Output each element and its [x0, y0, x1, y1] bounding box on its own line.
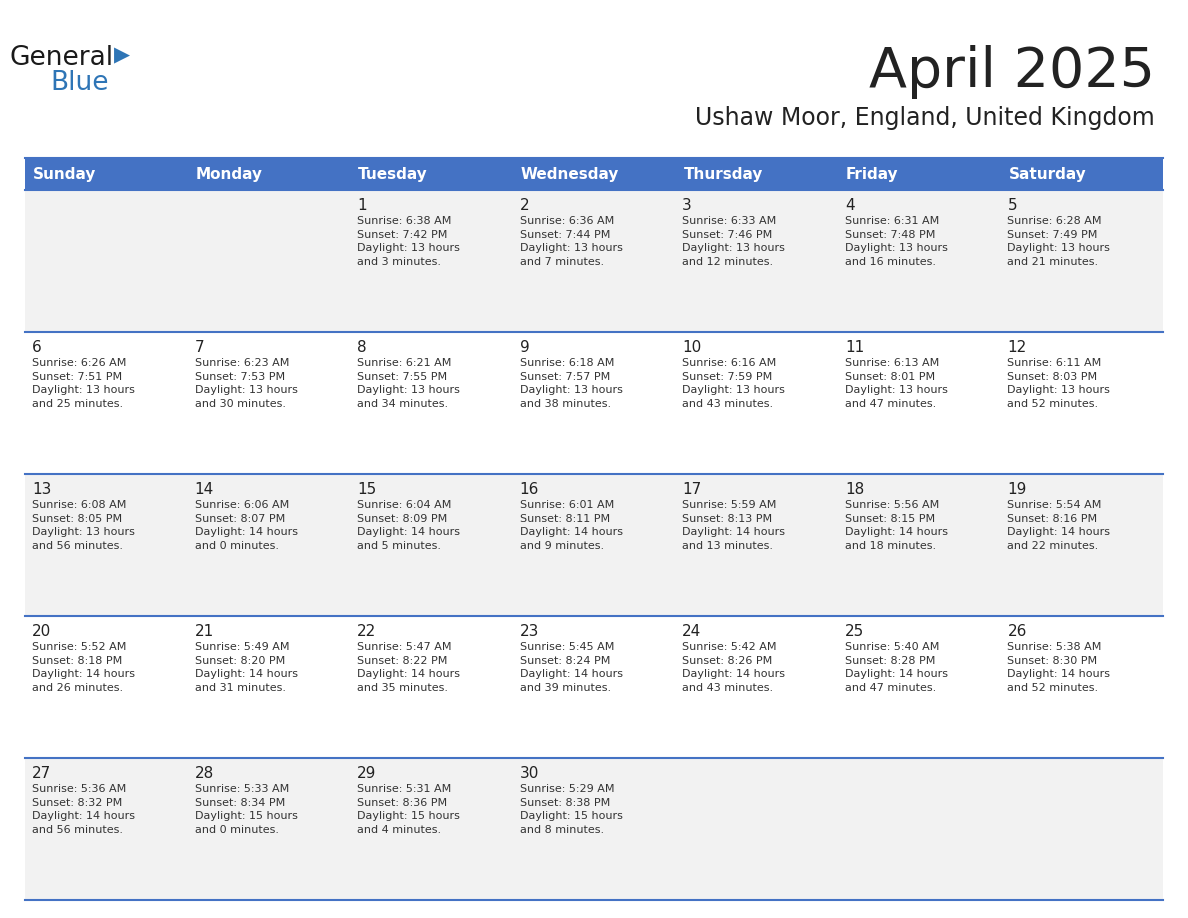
- Text: Sunrise: 6:33 AM
Sunset: 7:46 PM
Daylight: 13 hours
and 12 minutes.: Sunrise: 6:33 AM Sunset: 7:46 PM Dayligh…: [682, 216, 785, 267]
- Text: 16: 16: [519, 482, 539, 497]
- Text: 4: 4: [845, 198, 854, 213]
- Text: Sunrise: 5:59 AM
Sunset: 8:13 PM
Daylight: 14 hours
and 13 minutes.: Sunrise: 5:59 AM Sunset: 8:13 PM Dayligh…: [682, 500, 785, 551]
- Text: Sunrise: 6:31 AM
Sunset: 7:48 PM
Daylight: 13 hours
and 16 minutes.: Sunrise: 6:31 AM Sunset: 7:48 PM Dayligh…: [845, 216, 948, 267]
- Text: 18: 18: [845, 482, 864, 497]
- Text: Tuesday: Tuesday: [359, 166, 428, 182]
- Text: ▶: ▶: [114, 45, 129, 65]
- Text: 6: 6: [32, 340, 42, 355]
- Bar: [25, 474, 1163, 616]
- Text: 23: 23: [519, 624, 539, 639]
- Text: Sunrise: 5:36 AM
Sunset: 8:32 PM
Daylight: 14 hours
and 56 minutes.: Sunrise: 5:36 AM Sunset: 8:32 PM Dayligh…: [32, 784, 135, 834]
- Text: 28: 28: [195, 766, 214, 781]
- Text: Sunrise: 5:33 AM
Sunset: 8:34 PM
Daylight: 15 hours
and 0 minutes.: Sunrise: 5:33 AM Sunset: 8:34 PM Dayligh…: [195, 784, 297, 834]
- Text: Sunrise: 5:45 AM
Sunset: 8:24 PM
Daylight: 14 hours
and 39 minutes.: Sunrise: 5:45 AM Sunset: 8:24 PM Dayligh…: [519, 642, 623, 693]
- Text: 10: 10: [682, 340, 702, 355]
- Text: Sunrise: 6:38 AM
Sunset: 7:42 PM
Daylight: 13 hours
and 3 minutes.: Sunrise: 6:38 AM Sunset: 7:42 PM Dayligh…: [358, 216, 460, 267]
- Text: 22: 22: [358, 624, 377, 639]
- Text: 5: 5: [1007, 198, 1017, 213]
- Text: 19: 19: [1007, 482, 1026, 497]
- Text: 9: 9: [519, 340, 530, 355]
- Text: Sunrise: 5:40 AM
Sunset: 8:28 PM
Daylight: 14 hours
and 47 minutes.: Sunrise: 5:40 AM Sunset: 8:28 PM Dayligh…: [845, 642, 948, 693]
- Text: Sunrise: 6:04 AM
Sunset: 8:09 PM
Daylight: 14 hours
and 5 minutes.: Sunrise: 6:04 AM Sunset: 8:09 PM Dayligh…: [358, 500, 460, 551]
- Text: Sunrise: 5:29 AM
Sunset: 8:38 PM
Daylight: 15 hours
and 8 minutes.: Sunrise: 5:29 AM Sunset: 8:38 PM Dayligh…: [519, 784, 623, 834]
- Text: Sunrise: 6:36 AM
Sunset: 7:44 PM
Daylight: 13 hours
and 7 minutes.: Sunrise: 6:36 AM Sunset: 7:44 PM Dayligh…: [519, 216, 623, 267]
- Text: Sunrise: 5:52 AM
Sunset: 8:18 PM
Daylight: 14 hours
and 26 minutes.: Sunrise: 5:52 AM Sunset: 8:18 PM Dayligh…: [32, 642, 135, 693]
- Text: Thursday: Thursday: [683, 166, 763, 182]
- Text: Sunrise: 5:42 AM
Sunset: 8:26 PM
Daylight: 14 hours
and 43 minutes.: Sunrise: 5:42 AM Sunset: 8:26 PM Dayligh…: [682, 642, 785, 693]
- Text: Sunrise: 6:16 AM
Sunset: 7:59 PM
Daylight: 13 hours
and 43 minutes.: Sunrise: 6:16 AM Sunset: 7:59 PM Dayligh…: [682, 358, 785, 409]
- Text: 7: 7: [195, 340, 204, 355]
- Bar: [25, 332, 1163, 474]
- Text: 12: 12: [1007, 340, 1026, 355]
- Text: 27: 27: [32, 766, 51, 781]
- Bar: [25, 616, 1163, 758]
- Text: 2: 2: [519, 198, 530, 213]
- Bar: [25, 758, 1163, 900]
- Text: 8: 8: [358, 340, 367, 355]
- Text: General: General: [10, 45, 114, 71]
- Text: Wednesday: Wednesday: [520, 166, 619, 182]
- Text: Sunrise: 5:31 AM
Sunset: 8:36 PM
Daylight: 15 hours
and 4 minutes.: Sunrise: 5:31 AM Sunset: 8:36 PM Dayligh…: [358, 784, 460, 834]
- Text: 21: 21: [195, 624, 214, 639]
- Text: 13: 13: [32, 482, 51, 497]
- Text: April 2025: April 2025: [868, 45, 1155, 99]
- Text: 17: 17: [682, 482, 702, 497]
- Text: 30: 30: [519, 766, 539, 781]
- Text: Sunrise: 6:13 AM
Sunset: 8:01 PM
Daylight: 13 hours
and 47 minutes.: Sunrise: 6:13 AM Sunset: 8:01 PM Dayligh…: [845, 358, 948, 409]
- Text: Sunrise: 5:49 AM
Sunset: 8:20 PM
Daylight: 14 hours
and 31 minutes.: Sunrise: 5:49 AM Sunset: 8:20 PM Dayligh…: [195, 642, 297, 693]
- Text: Sunrise: 5:56 AM
Sunset: 8:15 PM
Daylight: 14 hours
and 18 minutes.: Sunrise: 5:56 AM Sunset: 8:15 PM Dayligh…: [845, 500, 948, 551]
- Text: Sunrise: 6:08 AM
Sunset: 8:05 PM
Daylight: 13 hours
and 56 minutes.: Sunrise: 6:08 AM Sunset: 8:05 PM Dayligh…: [32, 500, 135, 551]
- Text: 14: 14: [195, 482, 214, 497]
- Text: 25: 25: [845, 624, 864, 639]
- Text: Sunrise: 6:11 AM
Sunset: 8:03 PM
Daylight: 13 hours
and 52 minutes.: Sunrise: 6:11 AM Sunset: 8:03 PM Dayligh…: [1007, 358, 1111, 409]
- Text: Sunrise: 6:18 AM
Sunset: 7:57 PM
Daylight: 13 hours
and 38 minutes.: Sunrise: 6:18 AM Sunset: 7:57 PM Dayligh…: [519, 358, 623, 409]
- Text: Sunday: Sunday: [33, 166, 96, 182]
- Text: Blue: Blue: [51, 70, 109, 96]
- Text: 29: 29: [358, 766, 377, 781]
- Text: 3: 3: [682, 198, 693, 213]
- Text: 24: 24: [682, 624, 702, 639]
- Text: Saturday: Saturday: [1009, 166, 1086, 182]
- Text: Sunrise: 5:38 AM
Sunset: 8:30 PM
Daylight: 14 hours
and 52 minutes.: Sunrise: 5:38 AM Sunset: 8:30 PM Dayligh…: [1007, 642, 1111, 693]
- Text: 1: 1: [358, 198, 367, 213]
- Bar: [25, 190, 1163, 332]
- Text: Ushaw Moor, England, United Kingdom: Ushaw Moor, England, United Kingdom: [695, 106, 1155, 130]
- Text: Friday: Friday: [846, 166, 898, 182]
- Text: Sunrise: 6:06 AM
Sunset: 8:07 PM
Daylight: 14 hours
and 0 minutes.: Sunrise: 6:06 AM Sunset: 8:07 PM Dayligh…: [195, 500, 297, 551]
- Text: Sunrise: 6:01 AM
Sunset: 8:11 PM
Daylight: 14 hours
and 9 minutes.: Sunrise: 6:01 AM Sunset: 8:11 PM Dayligh…: [519, 500, 623, 551]
- Text: 20: 20: [32, 624, 51, 639]
- Text: 11: 11: [845, 340, 864, 355]
- Text: Sunrise: 5:47 AM
Sunset: 8:22 PM
Daylight: 14 hours
and 35 minutes.: Sunrise: 5:47 AM Sunset: 8:22 PM Dayligh…: [358, 642, 460, 693]
- Text: 15: 15: [358, 482, 377, 497]
- Text: Sunrise: 6:26 AM
Sunset: 7:51 PM
Daylight: 13 hours
and 25 minutes.: Sunrise: 6:26 AM Sunset: 7:51 PM Dayligh…: [32, 358, 135, 409]
- Bar: [25, 158, 1163, 190]
- Text: Sunrise: 6:21 AM
Sunset: 7:55 PM
Daylight: 13 hours
and 34 minutes.: Sunrise: 6:21 AM Sunset: 7:55 PM Dayligh…: [358, 358, 460, 409]
- Text: Monday: Monday: [196, 166, 263, 182]
- Text: Sunrise: 6:23 AM
Sunset: 7:53 PM
Daylight: 13 hours
and 30 minutes.: Sunrise: 6:23 AM Sunset: 7:53 PM Dayligh…: [195, 358, 297, 409]
- Text: Sunrise: 6:28 AM
Sunset: 7:49 PM
Daylight: 13 hours
and 21 minutes.: Sunrise: 6:28 AM Sunset: 7:49 PM Dayligh…: [1007, 216, 1111, 267]
- Text: 26: 26: [1007, 624, 1026, 639]
- Text: Sunrise: 5:54 AM
Sunset: 8:16 PM
Daylight: 14 hours
and 22 minutes.: Sunrise: 5:54 AM Sunset: 8:16 PM Dayligh…: [1007, 500, 1111, 551]
